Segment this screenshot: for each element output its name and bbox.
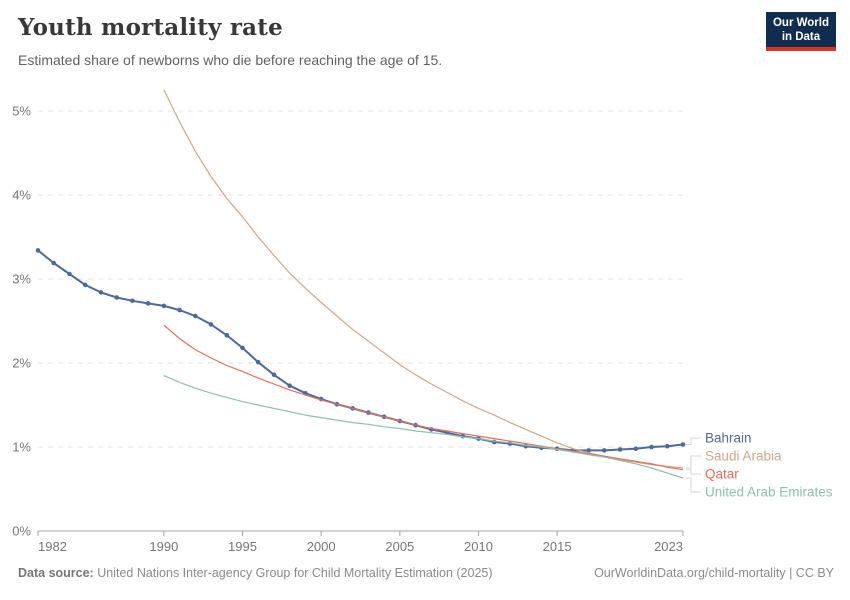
x-tick-label-2010: 2010 <box>464 539 493 554</box>
y-tick-label-4: 4% <box>12 188 31 203</box>
y-tick-label-3: 3% <box>12 272 31 287</box>
data-point-bahrain[interactable] <box>208 322 214 327</box>
y-tick-label-5: 5% <box>12 104 31 119</box>
series-qatar[interactable] <box>163 324 684 471</box>
page-title: Youth mortality rate <box>18 14 283 41</box>
data-point-bahrain[interactable] <box>680 442 686 447</box>
data-point-bahrain[interactable] <box>98 290 104 295</box>
data-point-bahrain[interactable] <box>193 313 198 319</box>
data-point-bahrain[interactable] <box>617 447 623 452</box>
x-tick-label-1990: 1990 <box>149 539 178 554</box>
legend-connector-saudi-arabia <box>686 455 701 469</box>
x-tick-label-2000: 2000 <box>307 539 336 554</box>
series-united-arab-emirates[interactable] <box>163 375 684 479</box>
series-line-united-arab-emirates[interactable] <box>163 375 684 479</box>
chart-footer: Data source: United Nations Inter-agency… <box>18 566 834 580</box>
data-point-bahrain[interactable] <box>633 446 639 452</box>
x-tick-label-2005: 2005 <box>385 539 414 554</box>
data-point-bahrain[interactable] <box>145 301 151 306</box>
data-point-bahrain[interactable] <box>287 383 293 389</box>
chart-subtitle: Estimated share of newborns who die befo… <box>18 52 443 68</box>
license-label: CC BY <box>795 566 834 580</box>
data-point-bahrain[interactable] <box>240 345 245 351</box>
footer-link[interactable]: OurWorldinData.org/child-mortality <box>594 566 786 580</box>
legend-connector-bahrain <box>686 437 701 445</box>
data-point-bahrain[interactable] <box>665 443 670 449</box>
data-source: Data source: United Nations Inter-agency… <box>18 566 493 580</box>
series-line-bahrain[interactable] <box>37 249 684 452</box>
series-line-qatar[interactable] <box>163 324 684 471</box>
data-source-text: United Nations Inter-agency Group for Ch… <box>97 566 493 580</box>
data-point-bahrain[interactable] <box>586 448 591 453</box>
data-point-bahrain[interactable] <box>255 359 261 365</box>
data-point-bahrain[interactable] <box>114 295 119 300</box>
legend-connector-united-arab-emirates <box>686 477 701 493</box>
legend-label-qatar[interactable]: Qatar <box>705 467 739 482</box>
owid-logo: Our World in Data <box>765 12 836 51</box>
y-tick-label-1: 1% <box>12 440 31 455</box>
footer-separator: | <box>789 566 793 580</box>
data-point-bahrain[interactable] <box>602 448 607 453</box>
credit-line: OurWorldinData.org/child-mortality | CC … <box>594 566 834 580</box>
data-point-bahrain[interactable] <box>82 282 88 288</box>
legend-label-saudi-arabia[interactable]: Saudi Arabia <box>705 449 782 464</box>
legend-label-united-arab-emirates[interactable]: United Arab Emirates <box>705 485 833 500</box>
y-tick-label-0: 0% <box>12 524 31 539</box>
x-tick-label-1995: 1995 <box>228 539 257 554</box>
x-tick-label-1982: 1982 <box>38 539 67 554</box>
data-point-bahrain[interactable] <box>161 303 167 309</box>
data-point-bahrain[interactable] <box>130 298 135 304</box>
data-point-bahrain[interactable] <box>177 307 182 313</box>
data-point-bahrain[interactable] <box>67 271 72 277</box>
y-tick-label-2: 2% <box>12 356 31 371</box>
owid-logo-line1: Our World <box>772 17 829 29</box>
data-point-bahrain[interactable] <box>271 372 277 378</box>
data-point-bahrain[interactable] <box>51 260 56 266</box>
data-source-label: Data source: <box>18 566 94 580</box>
legend-connector-qatar <box>686 469 701 475</box>
legend-label-bahrain[interactable]: Bahrain <box>705 431 752 446</box>
x-tick-label-2023: 2023 <box>654 539 683 554</box>
data-point-bahrain[interactable] <box>649 444 654 450</box>
x-tick-label-2015: 2015 <box>543 539 572 554</box>
data-point-bahrain[interactable] <box>35 248 41 253</box>
data-point-bahrain[interactable] <box>224 333 230 338</box>
owid-logo-line2: in Data <box>781 31 821 43</box>
